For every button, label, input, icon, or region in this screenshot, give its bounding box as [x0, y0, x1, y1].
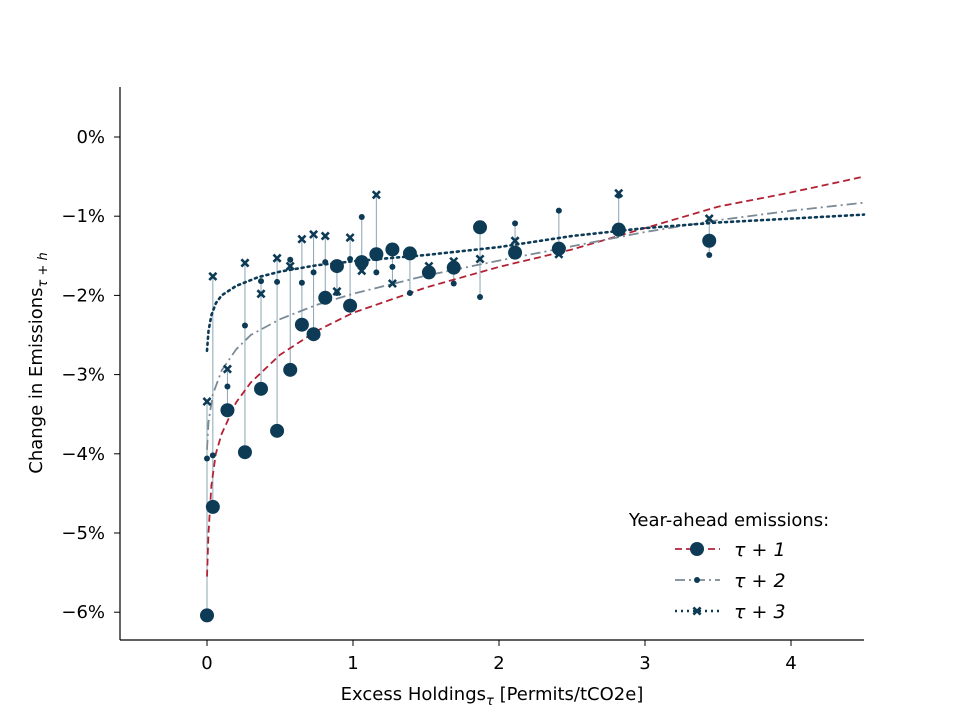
point-tau1 — [200, 608, 214, 623]
point-tau3 — [449, 256, 459, 266]
point-tau3 — [320, 231, 330, 241]
point-tau2 — [373, 269, 380, 276]
point-tau3 — [285, 261, 295, 271]
y-tick-label: −5% — [61, 523, 105, 544]
point-tau1 — [354, 255, 369, 270]
point-tau3 — [704, 214, 714, 224]
point-tau2 — [310, 269, 317, 276]
point-tau1 — [473, 220, 488, 235]
point-tau1 — [254, 381, 269, 396]
point-tau3 — [256, 289, 266, 299]
legend-marker-3 — [692, 606, 702, 616]
point-tau1 — [611, 222, 626, 237]
point-tau2 — [322, 259, 329, 266]
x-tick-label: 2 — [493, 653, 504, 674]
point-tau2 — [209, 452, 216, 459]
point-tau1 — [270, 423, 285, 438]
legend-label-1: τ + 1 — [734, 539, 786, 561]
point-tau3 — [387, 279, 397, 289]
y-tick-label: −3% — [61, 365, 105, 386]
point-tau2 — [406, 290, 413, 297]
point-tau3 — [309, 229, 319, 239]
point-tau1 — [702, 233, 717, 248]
x-tick-label: 4 — [785, 653, 796, 674]
x-axis-label-suffix: [Permits/tCO2e] — [494, 684, 644, 705]
x-ticks: 0 1 2 3 4 — [201, 640, 797, 674]
point-tau2 — [512, 220, 519, 227]
point-tau1 — [283, 362, 298, 377]
point-tau3 — [272, 253, 282, 263]
y-tick-label: 0% — [76, 127, 105, 148]
point-tau2 — [258, 278, 265, 285]
x-axis-label: Excess Holdingsτ [Permits/tCO2e] — [341, 684, 644, 709]
point-tau3 — [554, 249, 564, 259]
point-tau3 — [614, 188, 624, 198]
y-axis-label-subscript: τ + h — [36, 252, 51, 287]
point-tau2 — [358, 213, 365, 220]
x-tick-label: 1 — [347, 653, 358, 674]
y-tick-label: −2% — [61, 285, 105, 306]
connector-lines — [206, 193, 710, 616]
y-ticks: 0% −1% −2% −3% −4% −5% −6% — [61, 127, 120, 623]
point-tau1 — [318, 290, 333, 305]
point-tau1 — [306, 327, 321, 342]
point-tau1 — [329, 259, 344, 274]
point-tau1 — [294, 317, 309, 332]
y-tick-label: −1% — [61, 206, 105, 227]
x-tick-label: 3 — [639, 653, 650, 674]
point-tau2 — [450, 280, 457, 287]
fit-curve-3 — [205, 213, 866, 353]
point-tau3 — [208, 271, 218, 281]
point-tau3 — [405, 248, 415, 258]
legend-label-3: τ + 3 — [734, 601, 786, 623]
point-tau1 — [205, 499, 220, 514]
point-tau1 — [343, 298, 358, 313]
point-tau3 — [510, 236, 520, 246]
y-tick-label: −6% — [61, 602, 105, 623]
point-tau2 — [555, 207, 562, 214]
point-tau2 — [347, 255, 354, 262]
legend-marker-2 — [694, 577, 700, 583]
point-tau2 — [477, 293, 484, 300]
point-tau3 — [357, 266, 367, 276]
point-tau3 — [222, 364, 232, 374]
point-tau2 — [274, 278, 281, 285]
point-tau1 — [508, 245, 523, 260]
point-tau3 — [475, 254, 485, 264]
point-tau3 — [371, 190, 381, 200]
x-axis-label-subscript: τ — [486, 694, 494, 709]
point-tau2 — [224, 383, 231, 390]
legend-marker-1 — [690, 542, 704, 556]
point-tau3 — [202, 397, 212, 407]
legend: Year-ahead emissions: τ + 1 τ + 2 τ + 3 — [628, 510, 829, 623]
point-tau2 — [204, 455, 210, 462]
y-axis-label: Change in Emissionsτ + h — [26, 252, 51, 473]
point-tau2 — [298, 279, 305, 286]
x-tick-label: 0 — [201, 653, 212, 674]
point-tau3 — [332, 286, 342, 296]
point-tau1 — [237, 445, 252, 460]
point-tau3 — [345, 233, 355, 243]
legend-title: Year-ahead emissions: — [628, 510, 829, 531]
point-tau2 — [287, 256, 294, 263]
point-tau2 — [241, 322, 248, 329]
point-tau3 — [424, 261, 434, 271]
point-tau3 — [240, 258, 250, 268]
y-tick-label: −4% — [61, 444, 105, 465]
point-tau1 — [385, 242, 400, 257]
legend-label-2: τ + 2 — [734, 570, 786, 592]
point-tau1 — [220, 403, 235, 418]
point-tau1 — [369, 247, 384, 262]
point-tau2 — [706, 252, 713, 259]
fit-curve-2 — [206, 201, 865, 450]
point-tau2 — [389, 263, 396, 270]
data-points — [200, 188, 717, 623]
point-tau3 — [297, 234, 307, 244]
